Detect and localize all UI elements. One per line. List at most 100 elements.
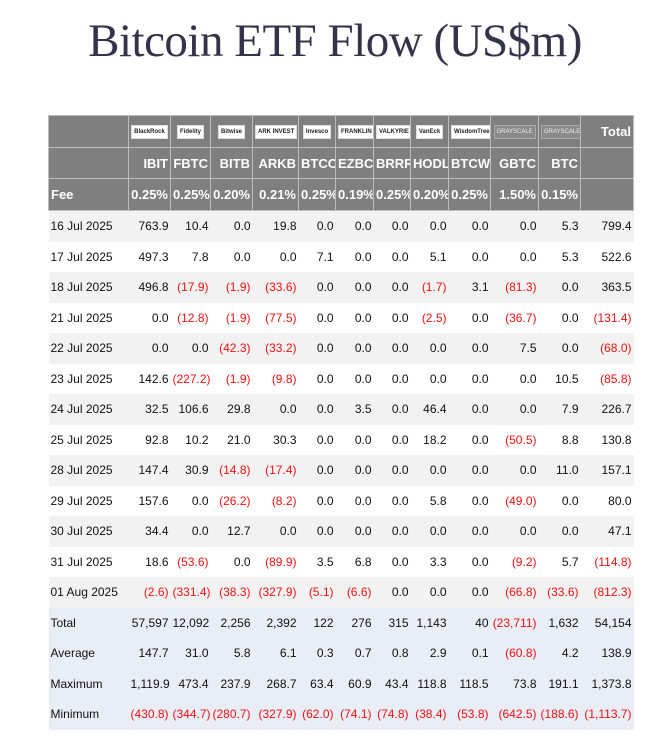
flow-cell: (430.8) — [128, 699, 171, 730]
flow-cell: 5.1 — [410, 241, 449, 272]
flow-cell: (1.9) — [210, 302, 253, 333]
flow-cell: 0.0 — [335, 363, 374, 394]
ticker-header: IBIT — [128, 147, 171, 179]
flow-cell: 0.8 — [373, 638, 411, 669]
table-row: 21 Jul 2025 0.0 (12.8) (1.9) (77.5) 0.0 0.0 0.0… — [48, 302, 634, 333]
flow-cell: (50.5) — [490, 424, 539, 455]
table-row: 23 Jul 2025 142.6 (227.2) (1.9) (9.8) 0.0 0.0 0… — [48, 363, 634, 394]
flow-cell: 0.0 — [448, 424, 491, 455]
flow-cell: 276 — [335, 607, 374, 638]
flow-cell: 0.0 — [335, 210, 374, 242]
flow-cell: 12.7 — [210, 516, 253, 547]
flow-cell: 0.0 — [210, 210, 253, 242]
flow-cell: 3.5 — [335, 394, 374, 425]
flow-cell: 30.9 — [170, 455, 211, 486]
flow-cell: 5.8 — [210, 638, 253, 669]
flow-cell: (1.7) — [410, 272, 449, 303]
ticker-header: HODL — [410, 147, 449, 179]
flow-cell: 0.0 — [210, 241, 253, 272]
flow-cell: 0.0 — [298, 516, 336, 547]
flow-cell: 0.0 — [448, 546, 491, 577]
fee-cell: 0.20% — [210, 178, 253, 211]
flow-cell: 0.0 — [335, 485, 374, 516]
total-cell: (85.8) — [580, 363, 634, 394]
table-body: 16 Jul 2025 763.9 10.4 0.0 19.8 0.0 0.0 0.0 0.0 0… — [48, 210, 634, 730]
flow-cell: 5.8 — [410, 485, 449, 516]
table-row: 24 Jul 2025 32.5 106.6 29.8 0.0 0.0 3.5 0.0 46.4… — [48, 394, 634, 425]
flow-cell: 0.0 — [335, 272, 374, 303]
flow-cell: (9.8) — [252, 363, 299, 394]
flow-cell: 118.5 — [448, 668, 491, 699]
flow-cell: 0.1 — [448, 638, 491, 669]
flow-cell: 0.0 — [538, 516, 581, 547]
flow-cell: 0.0 — [335, 302, 374, 333]
flow-cell: 0.0 — [298, 424, 336, 455]
row-label: 24 Jul 2025 — [48, 394, 129, 425]
flow-cell: (60.8) — [490, 638, 539, 669]
issuer-logo: ARK INVEST — [255, 124, 297, 139]
fee-cell: 1.50% — [490, 178, 539, 211]
flow-cell: 57,597 — [128, 607, 171, 638]
flow-cell: 46.4 — [410, 394, 449, 425]
issuer-logo: Fidelity — [176, 124, 204, 139]
row-label: 22 Jul 2025 — [48, 333, 129, 364]
flow-cell: 0.0 — [335, 424, 374, 455]
flow-cell: 0.0 — [538, 485, 581, 516]
logo-cell: Invesco — [298, 115, 336, 148]
flow-cell: (38.3) — [210, 577, 253, 608]
flow-cell: 1,143 — [410, 607, 449, 638]
total-cell: 80.0 — [580, 485, 634, 516]
logo-cell: FRANKLIN TEMPLETON — [335, 115, 374, 148]
ticker-header-row: IBIT FBTC BITB ARKB BTCO EZBC BRRR HODL BTCW GBTC… — [48, 147, 634, 179]
flow-cell: 3.5 — [298, 546, 336, 577]
flow-cell: 5.3 — [538, 210, 581, 242]
flow-cell: 0.0 — [448, 516, 491, 547]
issuer-logo: GRAYSCALE — [493, 124, 536, 139]
flow-cell: 19.8 — [252, 210, 299, 242]
row-label: 17 Jul 2025 — [48, 241, 129, 272]
flow-cell: 18.6 — [128, 546, 171, 577]
flow-cell: 0.0 — [298, 302, 336, 333]
flow-cell: 0.0 — [298, 210, 336, 242]
flow-cell: (33.6) — [252, 272, 299, 303]
flow-cell: (26.2) — [210, 485, 253, 516]
fee-cell: 0.25% — [448, 178, 491, 211]
table-row: 30 Jul 2025 34.4 0.0 12.7 0.0 0.0 0.0 0.0 0.0 0.0… — [48, 516, 634, 547]
total-cell: 47.1 — [580, 516, 634, 547]
flow-cell: 0.0 — [170, 333, 211, 364]
flow-cell: 268.7 — [252, 668, 299, 699]
flow-cell: 0.0 — [448, 363, 491, 394]
flow-cell: 0.0 — [410, 333, 449, 364]
flow-cell: 191.1 — [538, 668, 581, 699]
table-row: 25 Jul 2025 92.8 10.2 21.0 30.3 0.0 0.0 0.0 18.2… — [48, 424, 634, 455]
total-cell: 138.9 — [580, 638, 634, 669]
logo-cell: GRAYSCALE — [490, 115, 539, 148]
summary-row: Total 57,597 12,092 2,256 2,392 122 276 315 1,14… — [48, 607, 634, 638]
flow-cell: 0.0 — [252, 516, 299, 547]
flow-cell: 0.7 — [335, 638, 374, 669]
flow-cell: 11.0 — [538, 455, 581, 486]
fee-header-row: Fee 0.25% 0.25% 0.20% 0.21% 0.25% 0.19% 0.25% 0… — [48, 178, 634, 211]
table-row: 31 Jul 2025 18.6 (53.6) 0.0 (89.9) 3.5 6.8 0.0 3… — [48, 546, 634, 577]
flow-cell: 0.0 — [298, 272, 336, 303]
flow-cell: 21.0 — [210, 424, 253, 455]
flow-cell: 4.2 — [538, 638, 581, 669]
flow-cell: (77.5) — [252, 302, 299, 333]
flow-cell: 0.0 — [410, 577, 449, 608]
flow-cell: 0.0 — [373, 546, 411, 577]
flow-cell: 0.0 — [538, 302, 581, 333]
flow-cell: 0.0 — [373, 210, 411, 242]
flow-cell: 3.1 — [448, 272, 491, 303]
row-label: 31 Jul 2025 — [48, 546, 129, 577]
issuer-logo: GRAYSCALE — [541, 124, 580, 139]
issuer-logo: FRANKLIN TEMPLETON — [338, 124, 373, 139]
flow-cell: (74.8) — [373, 699, 411, 730]
flow-cell: 122 — [298, 607, 336, 638]
flow-cell: 7.8 — [170, 241, 211, 272]
row-label: 16 Jul 2025 — [48, 210, 129, 242]
flow-cell: 5.7 — [538, 546, 581, 577]
flow-cell: 0.0 — [410, 516, 449, 547]
flow-cell: 0.0 — [448, 394, 491, 425]
flow-cell: 0.0 — [373, 333, 411, 364]
flow-cell: 0.0 — [373, 424, 411, 455]
